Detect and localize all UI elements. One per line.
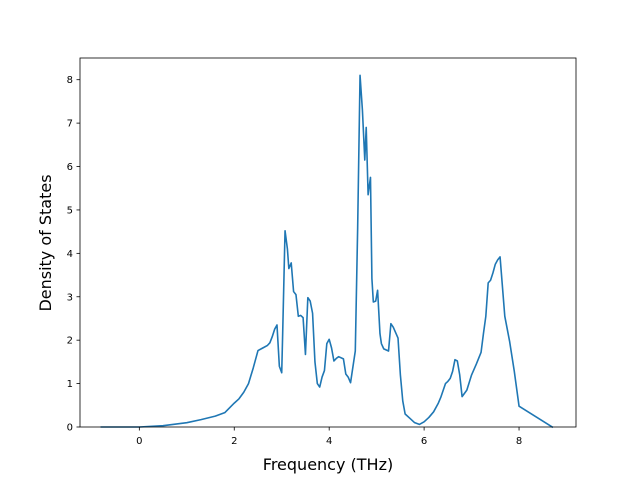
y-tick-label: 7: [67, 119, 73, 130]
x-axis-ticks: 0 2 4 6 8: [136, 427, 522, 447]
x-tick-label: 8: [516, 436, 522, 447]
y-tick-label: 2: [67, 336, 73, 347]
y-axis-ticks: 0 1 2 3 4 5 6 7 8: [67, 75, 80, 434]
y-tick-label: 4: [67, 249, 73, 260]
dos-series-line-0: [100, 74, 554, 429]
y-tick-label: 1: [67, 379, 73, 390]
y-tick-label: 0: [67, 423, 73, 434]
y-tick-label: 3: [67, 292, 73, 303]
y-axis-label: Density of States: [36, 174, 55, 311]
x-axis-label: Frequency (THz): [263, 455, 393, 474]
x-tick-label: 4: [326, 436, 332, 447]
y-tick-label: 6: [67, 162, 73, 173]
y-tick-label: 5: [67, 205, 73, 216]
x-tick-label: 2: [231, 436, 237, 447]
axes-frame: [79, 57, 577, 428]
plot-area: [79, 57, 577, 429]
y-tick-label: 8: [67, 75, 73, 86]
x-tick-label: 6: [421, 436, 427, 447]
x-tick-label: 0: [136, 436, 142, 447]
